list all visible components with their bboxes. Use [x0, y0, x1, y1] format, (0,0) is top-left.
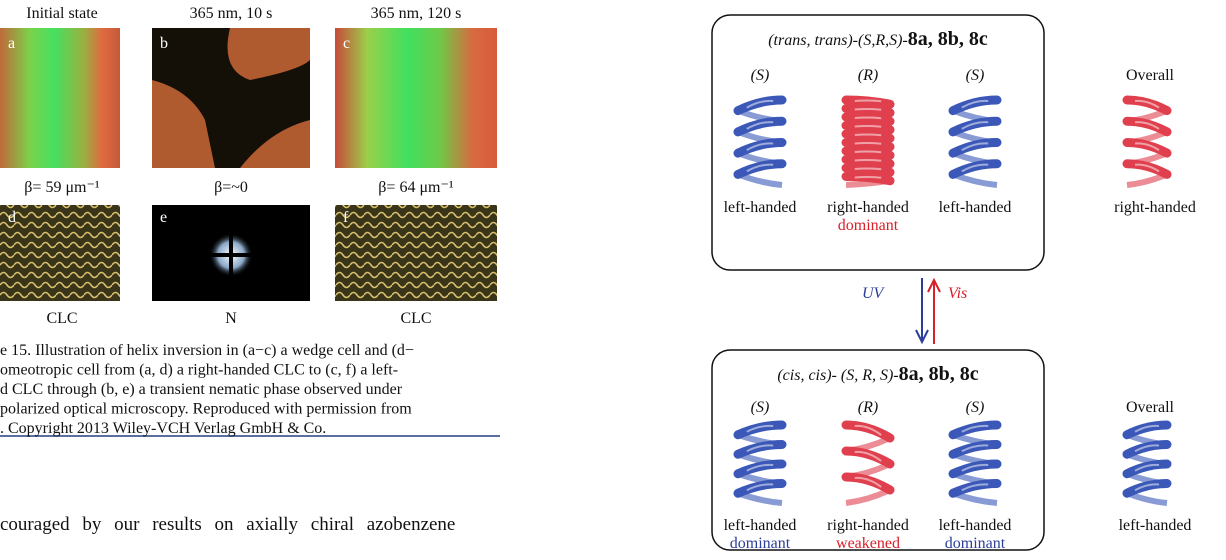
helix-shine	[855, 126, 881, 127]
config-label: (R)	[858, 399, 878, 416]
config-label: (S)	[966, 399, 985, 416]
config-label: (S)	[751, 399, 770, 416]
helix	[738, 425, 782, 503]
helix-shine	[855, 135, 881, 136]
caption-line: d CLC through (b, e) a transient nematic…	[0, 381, 403, 398]
helix-shine	[855, 118, 881, 119]
page: UV Vis Initial state a β= 59 μm⁻¹ d CLC 365 n…	[0, 0, 1226, 560]
panel-letter: f	[343, 209, 349, 226]
helix-shine	[855, 160, 881, 161]
hand-label: left-handed	[939, 199, 1012, 216]
panel-letter: d	[8, 209, 16, 226]
phase-label: N	[225, 310, 237, 327]
image-f	[335, 205, 497, 301]
helix-shine	[855, 101, 881, 102]
body-text: couraged by our results on axially chira…	[0, 514, 455, 535]
hand-label: left-handed	[724, 517, 797, 534]
beta-label: β= 64 μm⁻¹	[378, 179, 454, 196]
helix-shine	[855, 169, 881, 170]
overall-label: Overall	[1126, 399, 1175, 416]
image-c	[335, 28, 497, 168]
overall-label: Overall	[1126, 67, 1175, 84]
box-title: (cis, cis)- (S, R, S)-8a, 8b, 8c	[777, 363, 978, 385]
column-title: 365 nm, 120 s	[371, 5, 462, 22]
beta-label: β= 59 μm⁻¹	[24, 179, 100, 196]
helix-shine	[855, 177, 881, 178]
hand-label: left-handed	[939, 517, 1012, 534]
config-label: (S)	[966, 67, 985, 84]
title-compounds: 8a, 8b, 8c	[899, 363, 979, 385]
overall-hand: right-handed	[1114, 199, 1196, 216]
panel-letter: a	[8, 35, 15, 52]
title-compounds: 8a, 8b, 8c	[908, 28, 988, 50]
helix	[1127, 425, 1167, 503]
note-label: dominant	[730, 535, 791, 552]
image-d	[0, 205, 120, 301]
helix-shine	[855, 143, 881, 144]
vis-label: Vis	[948, 285, 967, 302]
title-prefix: (cis, cis)- (S, R, S)-	[777, 367, 898, 384]
helix	[846, 100, 890, 185]
phase-label: CLC	[400, 310, 431, 327]
helix	[1127, 100, 1167, 185]
note-label: dominant	[838, 217, 899, 234]
screenshot: UV Vis Initial state a β= 59 μm⁻¹ d CLC 365 n…	[0, 0, 1226, 560]
phase-label: CLC	[46, 310, 77, 327]
helix-back	[846, 490, 890, 503]
panel-letter: c	[343, 35, 350, 52]
caption-line: e 15. Illustration of helix inversion in…	[0, 342, 414, 359]
hand-label: left-handed	[724, 199, 797, 216]
note-label: weakened	[836, 535, 900, 552]
panel-letter: b	[160, 35, 168, 52]
helix-shine	[855, 109, 881, 110]
caption-line: polarized optical microscopy. Reproduced…	[0, 401, 412, 418]
note-label: dominant	[945, 535, 1006, 552]
helix	[738, 100, 782, 185]
hand-label: right-handed	[827, 517, 909, 534]
caption-line: . Copyright 2013 Wiley-VCH Verlag GmbH &…	[0, 420, 326, 437]
config-label: (S)	[751, 67, 770, 84]
uv-label: UV	[862, 285, 886, 302]
vis-arrow	[928, 280, 940, 344]
caption-line: omeotropic cell from (a, d) a right-hand…	[0, 362, 398, 379]
beta-label: β=~0	[214, 179, 248, 196]
helix	[953, 100, 997, 185]
helix	[953, 425, 997, 503]
image-a	[0, 28, 120, 168]
column-title: 365 nm, 10 s	[190, 5, 273, 22]
overall-hand: left-handed	[1119, 517, 1192, 534]
helix	[846, 425, 890, 503]
column-title: Initial state	[26, 5, 98, 22]
box-title: (trans, trans)-(S,R,S)-8a, 8b, 8c	[768, 28, 988, 50]
panel-letter: e	[160, 209, 167, 226]
hand-label: right-handed	[827, 199, 909, 216]
uv-arrow	[916, 278, 928, 342]
title-prefix: (trans, trans)-(S,R,S)-	[768, 32, 908, 49]
helix-shine	[855, 152, 881, 153]
config-label: (R)	[858, 67, 878, 84]
